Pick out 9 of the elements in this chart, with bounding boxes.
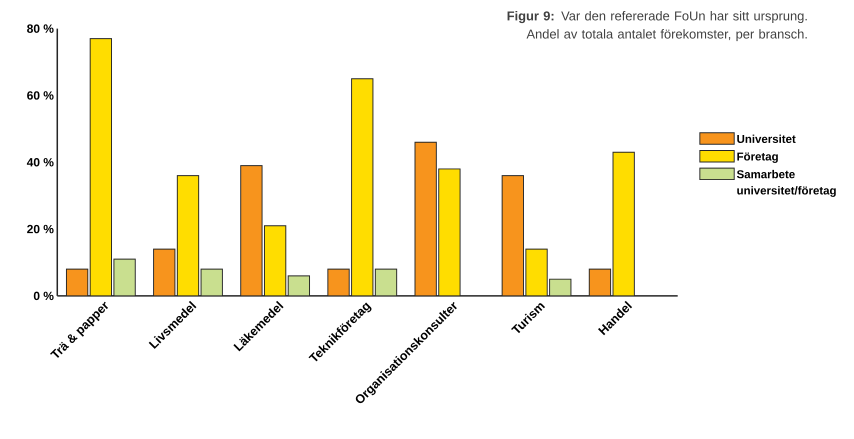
- legend-label: Universitet: [737, 134, 796, 143]
- y-tick-label: 40 %: [26, 158, 54, 166]
- legend-label: Företag: [737, 152, 778, 163]
- y-tick-label: 0 %: [34, 292, 54, 300]
- chart-title: Figur 9: Var den refererade FoUn har sitt ursprung. Andel av totala antalet förekomster, per bransch.: [508, 10, 807, 42]
- y-tick-label: 60 %: [27, 91, 54, 100]
- y-tick-label: 20 %: [27, 224, 54, 234]
- legend-label: Samarbete universitet/företag: [736, 170, 836, 197]
- y-tick-label: 80 %: [27, 24, 54, 33]
